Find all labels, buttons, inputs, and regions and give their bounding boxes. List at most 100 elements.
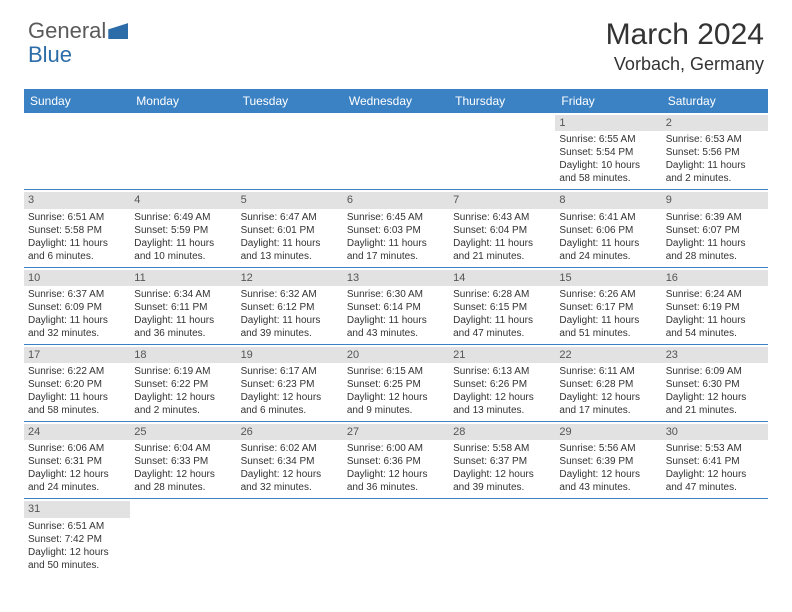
day-cell: 31Sunrise: 6:51 AMSunset: 7:42 PMDayligh… xyxy=(24,499,130,575)
day-cell: 8Sunrise: 6:41 AMSunset: 6:06 PMDaylight… xyxy=(555,190,661,266)
day-header-cell: Sunday xyxy=(24,89,130,113)
sunset-text: Sunset: 6:25 PM xyxy=(347,378,445,391)
sunset-text: Sunset: 6:19 PM xyxy=(666,301,764,314)
daylight1-text: Daylight: 11 hours xyxy=(28,314,126,327)
daylight2-text: and 50 minutes. xyxy=(28,559,126,572)
sunset-text: Sunset: 6:12 PM xyxy=(241,301,339,314)
daylight1-text: Daylight: 12 hours xyxy=(666,468,764,481)
sunrise-text: Sunrise: 6:53 AM xyxy=(666,133,764,146)
day-number: 12 xyxy=(237,270,343,286)
daylight2-text: and 21 minutes. xyxy=(453,250,551,263)
day-number: 17 xyxy=(24,347,130,363)
day-cell: 5Sunrise: 6:47 AMSunset: 6:01 PMDaylight… xyxy=(237,190,343,266)
empty-cell xyxy=(555,499,661,575)
daylight2-text: and 39 minutes. xyxy=(241,327,339,340)
sunrise-text: Sunrise: 6:45 AM xyxy=(347,211,445,224)
day-number: 8 xyxy=(555,192,661,208)
calendar: SundayMondayTuesdayWednesdayThursdayFrid… xyxy=(24,89,768,576)
sunrise-text: Sunrise: 6:22 AM xyxy=(28,365,126,378)
daylight2-text: and 17 minutes. xyxy=(559,404,657,417)
daylight1-text: Daylight: 11 hours xyxy=(134,237,232,250)
sunset-text: Sunset: 6:34 PM xyxy=(241,455,339,468)
sunrise-text: Sunrise: 6:51 AM xyxy=(28,520,126,533)
sunrise-text: Sunrise: 6:15 AM xyxy=(347,365,445,378)
day-cell: 16Sunrise: 6:24 AMSunset: 6:19 PMDayligh… xyxy=(662,268,768,344)
day-cell: 27Sunrise: 6:00 AMSunset: 6:36 PMDayligh… xyxy=(343,422,449,498)
day-cell: 3Sunrise: 6:51 AMSunset: 5:58 PMDaylight… xyxy=(24,190,130,266)
day-cell: 20 Sunrise: 6:15 AMSunset: 6:25 PMDayligh… xyxy=(343,345,449,421)
sunset-text: Sunset: 7:42 PM xyxy=(28,533,126,546)
daylight1-text: Daylight: 12 hours xyxy=(347,391,445,404)
day-cell: 18Sunrise: 6:19 AMSunset: 6:22 PMDayligh… xyxy=(130,345,236,421)
sunset-text: Sunset: 5:54 PM xyxy=(559,146,657,159)
daylight2-text: and 43 minutes. xyxy=(347,327,445,340)
daylight2-text: and 9 minutes. xyxy=(347,404,445,417)
day-cell: 10Sunrise: 6:37 AMSunset: 6:09 PMDayligh… xyxy=(24,268,130,344)
sunset-text: Sunset: 6:36 PM xyxy=(347,455,445,468)
day-cell: 11Sunrise: 6:34 AMSunset: 6:11 PMDayligh… xyxy=(130,268,236,344)
sunset-text: Sunset: 6:31 PM xyxy=(28,455,126,468)
flag-icon xyxy=(108,23,128,39)
daylight2-text: and 36 minutes. xyxy=(347,481,445,494)
sunset-text: Sunset: 6:26 PM xyxy=(453,378,551,391)
day-number: 31 xyxy=(24,501,130,517)
daylight1-text: Daylight: 12 hours xyxy=(453,468,551,481)
daylight1-text: Daylight: 12 hours xyxy=(666,391,764,404)
day-header-cell: Tuesday xyxy=(237,89,343,113)
day-header-cell: Thursday xyxy=(449,89,555,113)
sunset-text: Sunset: 6:09 PM xyxy=(28,301,126,314)
daylight2-text: and 54 minutes. xyxy=(666,327,764,340)
sunrise-text: Sunrise: 6:41 AM xyxy=(559,211,657,224)
sunrise-text: Sunrise: 6:00 AM xyxy=(347,442,445,455)
sunrise-text: Sunrise: 6:17 AM xyxy=(241,365,339,378)
daylight2-text: and 58 minutes. xyxy=(28,404,126,417)
week-row: 3Sunrise: 6:51 AMSunset: 5:58 PMDaylight… xyxy=(24,190,768,267)
sunset-text: Sunset: 6:06 PM xyxy=(559,224,657,237)
day-number: 25 xyxy=(130,424,236,440)
day-cell: 6Sunrise: 6:45 AMSunset: 6:03 PMDaylight… xyxy=(343,190,449,266)
logo: General xyxy=(28,18,128,44)
daylight1-text: Daylight: 11 hours xyxy=(453,314,551,327)
sunset-text: Sunset: 6:04 PM xyxy=(453,224,551,237)
sunrise-text: Sunrise: 6:32 AM xyxy=(241,288,339,301)
sunrise-text: Sunrise: 6:02 AM xyxy=(241,442,339,455)
daylight2-text: and 17 minutes. xyxy=(347,250,445,263)
weeks-container: 1Sunrise: 6:55 AMSunset: 5:54 PMDaylight… xyxy=(24,113,768,576)
daylight2-text: and 47 minutes. xyxy=(666,481,764,494)
daylight1-text: Daylight: 11 hours xyxy=(28,391,126,404)
sunrise-text: Sunrise: 6:55 AM xyxy=(559,133,657,146)
day-cell: 24Sunrise: 6:06 AMSunset: 6:31 PMDayligh… xyxy=(24,422,130,498)
daylight2-text: and 28 minutes. xyxy=(134,481,232,494)
day-number: 28 xyxy=(449,424,555,440)
sunset-text: Sunset: 6:11 PM xyxy=(134,301,232,314)
sunrise-text: Sunrise: 5:53 AM xyxy=(666,442,764,455)
header: General March 2024 Vorbach, Germany xyxy=(0,0,792,83)
sunset-text: Sunset: 6:03 PM xyxy=(347,224,445,237)
day-number: 20 xyxy=(343,347,449,363)
sunset-text: Sunset: 6:01 PM xyxy=(241,224,339,237)
sunrise-text: Sunrise: 6:51 AM xyxy=(28,211,126,224)
day-cell: 15Sunrise: 6:26 AMSunset: 6:17 PMDayligh… xyxy=(555,268,661,344)
day-cell: 21Sunrise: 6:13 AMSunset: 6:26 PMDayligh… xyxy=(449,345,555,421)
daylight1-text: Daylight: 11 hours xyxy=(134,314,232,327)
daylight1-text: Daylight: 12 hours xyxy=(241,391,339,404)
daylight1-text: Daylight: 11 hours xyxy=(241,237,339,250)
daylight1-text: Daylight: 11 hours xyxy=(347,237,445,250)
day-number: 11 xyxy=(130,270,236,286)
day-number: 18 xyxy=(130,347,236,363)
week-row: 17Sunrise: 6:22 AMSunset: 6:20 PMDayligh… xyxy=(24,345,768,422)
daylight2-text: and 32 minutes. xyxy=(241,481,339,494)
sunrise-text: Sunrise: 6:49 AM xyxy=(134,211,232,224)
sunrise-text: Sunrise: 6:13 AM xyxy=(453,365,551,378)
empty-cell xyxy=(449,499,555,575)
week-row: 1Sunrise: 6:55 AMSunset: 5:54 PMDaylight… xyxy=(24,113,768,190)
daylight2-text: and 58 minutes. xyxy=(559,172,657,185)
daylight2-text: and 28 minutes. xyxy=(666,250,764,263)
day-cell: 23Sunrise: 6:09 AMSunset: 6:30 PMDayligh… xyxy=(662,345,768,421)
day-number: 13 xyxy=(343,270,449,286)
day-header-row: SundayMondayTuesdayWednesdayThursdayFrid… xyxy=(24,89,768,113)
day-number: 21 xyxy=(449,347,555,363)
empty-cell xyxy=(130,113,236,189)
day-cell: 26Sunrise: 6:02 AMSunset: 6:34 PMDayligh… xyxy=(237,422,343,498)
sunrise-text: Sunrise: 5:58 AM xyxy=(453,442,551,455)
